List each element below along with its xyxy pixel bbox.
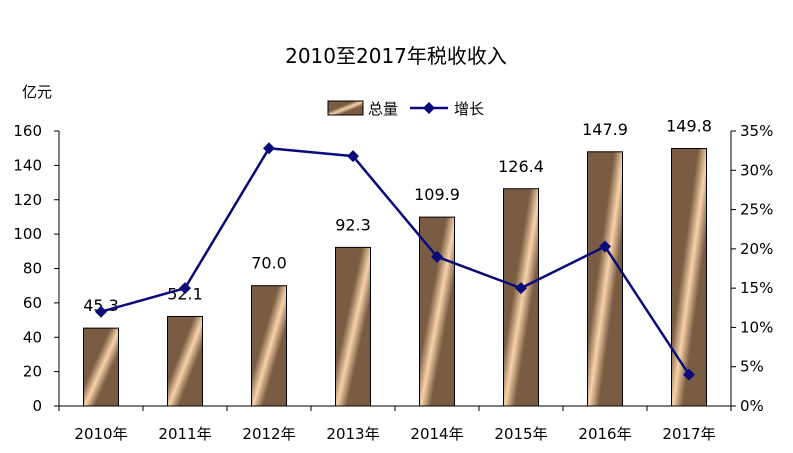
bar-value-label: 109.9 (414, 185, 460, 204)
chart-title: 2010至2017年税收收入 (285, 44, 507, 68)
growth-point (263, 142, 275, 155)
y-left-tick-label: 160 (13, 122, 42, 140)
growth-line (100, 147, 691, 376)
x-tick-label: 2010年 (74, 425, 127, 443)
plot-area: 0 20 40 60 80 100 120 140 160 0% 5% 10% 15% 20% 25% 30%… (13, 117, 773, 443)
y-left-tick-label: 100 (13, 225, 42, 243)
y-left-tick-label: 120 (13, 191, 42, 209)
y-right-tick-label: 10% (740, 318, 773, 336)
y-right-tick-label: 0% (740, 397, 764, 415)
y-left-tick-label: 40 (23, 328, 42, 346)
y-left-tick-label: 60 (23, 294, 42, 312)
legend-bar-swatch (327, 100, 364, 116)
growth-point (347, 150, 359, 163)
bar-value-label: 92.3 (335, 215, 371, 234)
bar-value-label: 126.4 (498, 157, 544, 176)
y-left-tick-label: 80 (23, 260, 42, 278)
bar-value-label: 147.9 (582, 120, 628, 139)
growth-point (683, 368, 695, 381)
y-right-tick-label: 5% (740, 358, 764, 376)
bar-total (335, 246, 371, 407)
x-tick-label: 2014年 (410, 425, 463, 443)
x-tick-label: 2016年 (578, 425, 631, 443)
growth-point (515, 282, 527, 295)
growth-point (599, 240, 611, 253)
y-right-tick-label: 20% (740, 240, 773, 258)
x-tick-label: 2011年 (158, 425, 211, 443)
x-tick-label: 2013年 (326, 425, 379, 443)
legend-line-label: 增长 (454, 100, 484, 118)
y-left-tick-label: 0 (32, 397, 42, 415)
bar-value-label: 149.8 (666, 117, 712, 136)
y-right-tick-label: 25% (740, 201, 773, 219)
y-right-tick-label: 35% (740, 122, 773, 140)
bar-total (167, 315, 203, 407)
y-left-tick-label: 20 (23, 363, 42, 381)
x-tick-label: 2015年 (494, 425, 547, 443)
bar-value-label: 70.0 (251, 254, 287, 273)
y-right-tick-label: 30% (740, 161, 773, 179)
x-tick-label: 2012年 (242, 425, 295, 443)
y-right-tick-label: 15% (740, 279, 773, 297)
bar-total (419, 216, 455, 407)
growth-point (431, 250, 443, 263)
growth-point (179, 282, 191, 295)
y-left-tick-label: 140 (13, 156, 42, 174)
legend-bar-label: 总量 (368, 100, 398, 118)
y-unit-label: 亿元 (22, 83, 52, 101)
bar-total (83, 327, 119, 407)
x-tick-label: 2017年 (662, 425, 715, 443)
bar-total (671, 148, 707, 407)
bar-total (587, 151, 623, 407)
legend: 总量 增长 (327, 100, 484, 118)
bar-total (251, 285, 287, 407)
bar-total (503, 188, 539, 407)
legend-line-marker (423, 102, 435, 114)
growth-point (95, 305, 107, 318)
